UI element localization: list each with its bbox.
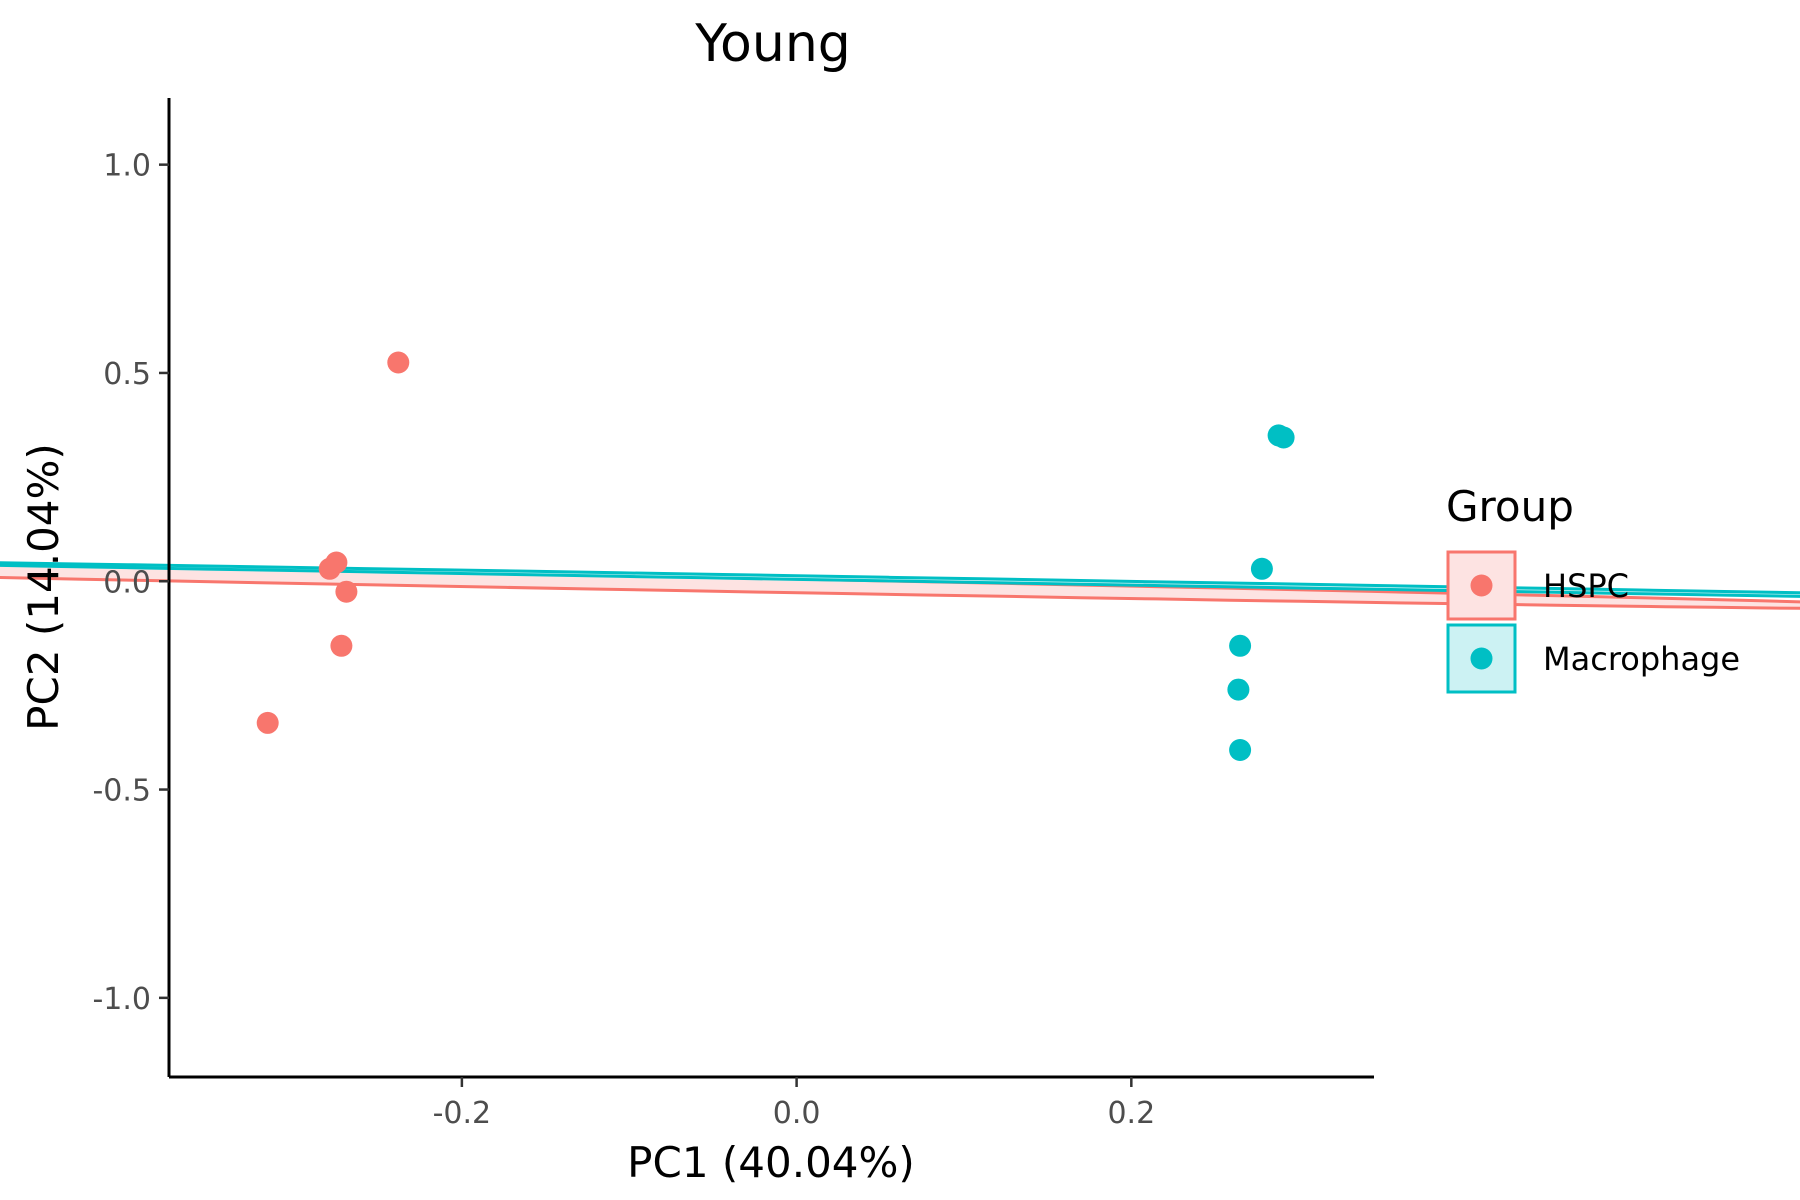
point-hspc-6 [256, 711, 279, 734]
legend-item-macrophage: Macrophage [1446, 623, 1740, 694]
x-tick-label: -0.2 [433, 1096, 492, 1131]
legend-point-hspc [1470, 574, 1493, 597]
legend-key-macrophage [1446, 623, 1517, 694]
x-tick-label: 0.0 [773, 1096, 821, 1131]
chart-title: Young [694, 14, 851, 74]
legend-label-macrophage: Macrophage [1543, 640, 1740, 678]
point-hspc-4 [335, 580, 358, 603]
data-points [256, 351, 1295, 761]
y-axis-ticks: -1.0 -0.5 0.0 0.5 1.0 [92, 149, 169, 1017]
point-macrophage-2 [1272, 426, 1295, 449]
point-hspc-5 [330, 634, 353, 657]
y-tick-label: 0.0 [103, 565, 151, 600]
point-macrophage-3 [1250, 557, 1273, 580]
legend-point-macrophage [1470, 647, 1493, 670]
y-tick-label: 0.5 [103, 357, 151, 392]
x-tick-label: 0.2 [1107, 1096, 1155, 1131]
y-tick-label: -1.0 [92, 982, 151, 1017]
point-macrophage-4 [1229, 634, 1252, 657]
x-axis-label: PC1 (40.04%) [627, 1138, 915, 1187]
x-axis-ticks: -0.2 0.0 0.2 [433, 1077, 1155, 1131]
y-tick-label: 1.0 [103, 149, 151, 184]
ellipse-macrophage [0, 561, 1800, 598]
legend: Group HSPC Macrophage [1446, 482, 1740, 694]
point-macrophage-6 [1229, 739, 1252, 761]
y-tick-label: -0.5 [92, 774, 151, 809]
point-hspc-3 [318, 557, 341, 580]
legend-item-hspc: HSPC [1446, 550, 1629, 621]
legend-title: Group [1446, 482, 1574, 531]
legend-label-hspc: HSPC [1543, 567, 1629, 605]
point-hspc-1 [387, 351, 410, 374]
confidence-ellipses [0, 561, 1800, 610]
y-axis-label: PC2 (14.04%) [19, 443, 68, 731]
point-macrophage-5 [1227, 678, 1250, 701]
